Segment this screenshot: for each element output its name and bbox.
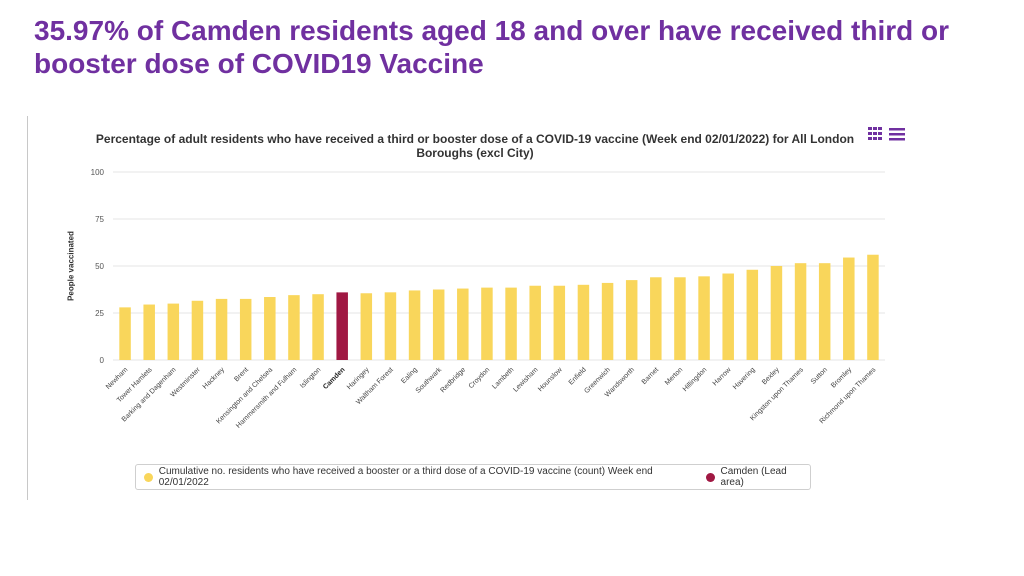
bar-lewisham[interactable] [529, 285, 541, 360]
bar-southwark[interactable] [432, 289, 445, 361]
x-tick-label: Enfield [568, 366, 588, 386]
x-tick-label: Newham [105, 366, 130, 391]
bar-merton[interactable] [674, 277, 686, 360]
x-tick-label: Lewisham [512, 366, 539, 393]
x-tick-label: Sutton [810, 366, 829, 385]
bar-ealing[interactable] [408, 290, 421, 360]
y-tick-label: 0 [100, 356, 105, 365]
bar-hillingdon[interactable] [698, 276, 710, 360]
bar-brent[interactable] [239, 298, 252, 360]
legend-label-camden: Camden (Lead area) [720, 466, 787, 488]
y-tick-label: 75 [95, 215, 104, 224]
chart-title: Percentage of adult residents who have r… [95, 132, 855, 160]
bar-tower-hamlets[interactable] [143, 304, 155, 360]
x-tick-label: Bexley [761, 366, 781, 386]
slide-title: 35.97% of Camden residents aged 18 and o… [34, 15, 950, 79]
x-tick-label: Camden [322, 366, 346, 390]
y-tick-label: 50 [95, 262, 104, 271]
x-tick-label: Hackney [202, 366, 227, 391]
bar-waltham-forest[interactable] [384, 292, 397, 360]
x-tick-label: Croydon [468, 366, 492, 390]
bar-barnet[interactable] [650, 277, 662, 360]
bar-newham[interactable] [119, 307, 131, 360]
bar-richmond-upon-thames[interactable] [867, 254, 879, 360]
legend-item-booster[interactable]: Cumulative no. residents who have receiv… [144, 466, 690, 488]
bar-camden[interactable] [336, 292, 348, 360]
bar-bromley[interactable] [843, 257, 855, 360]
chart-menu-icon[interactable] [866, 126, 908, 142]
bar-hackney[interactable] [215, 298, 228, 360]
x-tick-label: Lambeth [491, 366, 515, 390]
legend-dot-icon [144, 472, 153, 482]
bar-kingston-upon-thames[interactable] [794, 263, 807, 360]
x-tick-label: Hounslow [537, 366, 564, 393]
x-tick-label: Brent [233, 366, 250, 383]
x-tick-label: Southwark [415, 366, 444, 395]
bar-sutton[interactable] [818, 263, 831, 360]
legend-dot-icon [705, 472, 715, 482]
x-tick-label: Ealing [400, 366, 419, 385]
bar-islington[interactable] [312, 294, 324, 360]
bar-havering[interactable] [746, 269, 759, 360]
bar-redbridge[interactable] [457, 288, 469, 360]
bar-hounslow[interactable] [553, 285, 566, 360]
bar-kensington-and-chelsea[interactable] [264, 297, 276, 360]
bar-haringey[interactable] [360, 293, 373, 360]
bar-westminster[interactable] [191, 300, 204, 360]
legend-item-camden[interactable]: Camden (Lead area) [705, 466, 810, 488]
x-tick-label: Islington [299, 366, 322, 389]
x-tick-label: Hillingdon [682, 366, 709, 393]
bar-lambeth[interactable] [505, 287, 517, 360]
y-tick-label: 25 [95, 309, 104, 318]
legend-label-booster: Cumulative no. residents who have receiv… [158, 466, 653, 488]
x-tick-label: Barnet [641, 366, 661, 386]
x-tick-label: Redbridge [439, 366, 467, 394]
y-tick-label: 100 [91, 168, 105, 177]
bar-bexley[interactable] [770, 266, 783, 360]
chart-legend: Cumulative no. residents who have receiv… [135, 464, 811, 490]
bar-greenwich[interactable] [601, 282, 614, 360]
left-divider [27, 116, 28, 500]
x-tick-label: Havering [732, 366, 757, 391]
x-tick-label: Haringey [346, 366, 371, 391]
bar-croydon[interactable] [481, 287, 493, 360]
bar-hammersmith-and-fulham[interactable] [288, 295, 300, 360]
bar-barking-and-dagenham[interactable] [167, 303, 180, 360]
x-tick-label: Harrow [712, 366, 734, 388]
bar-harrow[interactable] [722, 273, 734, 360]
bar-enfield[interactable] [577, 284, 590, 360]
x-tick-label: Bromley [830, 366, 853, 389]
bar-wandsworth[interactable] [625, 280, 638, 360]
x-tick-label: Merton [664, 366, 684, 386]
